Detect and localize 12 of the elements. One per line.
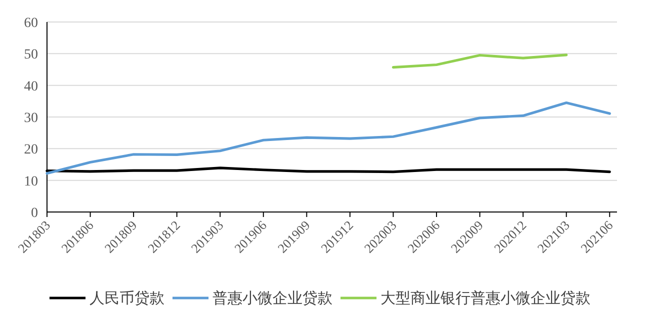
legend-label: 大型商业银行普惠小微企业贷款 bbox=[380, 289, 590, 307]
y-tick-label: 20 bbox=[24, 142, 38, 158]
legend-label: 人民币贷款 bbox=[90, 289, 164, 307]
legend-label: 普惠小微企业贷款 bbox=[212, 289, 332, 307]
y-tick-label: 10 bbox=[24, 174, 38, 190]
y-tick-label: 30 bbox=[24, 111, 38, 126]
y-tick-label: 60 bbox=[24, 16, 38, 31]
y-tick-label: 40 bbox=[24, 79, 38, 94]
y-tick-label: 50 bbox=[24, 48, 38, 63]
line-series bbox=[46, 101, 611, 175]
line-series bbox=[392, 54, 568, 69]
y-tick-label: 0 bbox=[31, 206, 38, 221]
